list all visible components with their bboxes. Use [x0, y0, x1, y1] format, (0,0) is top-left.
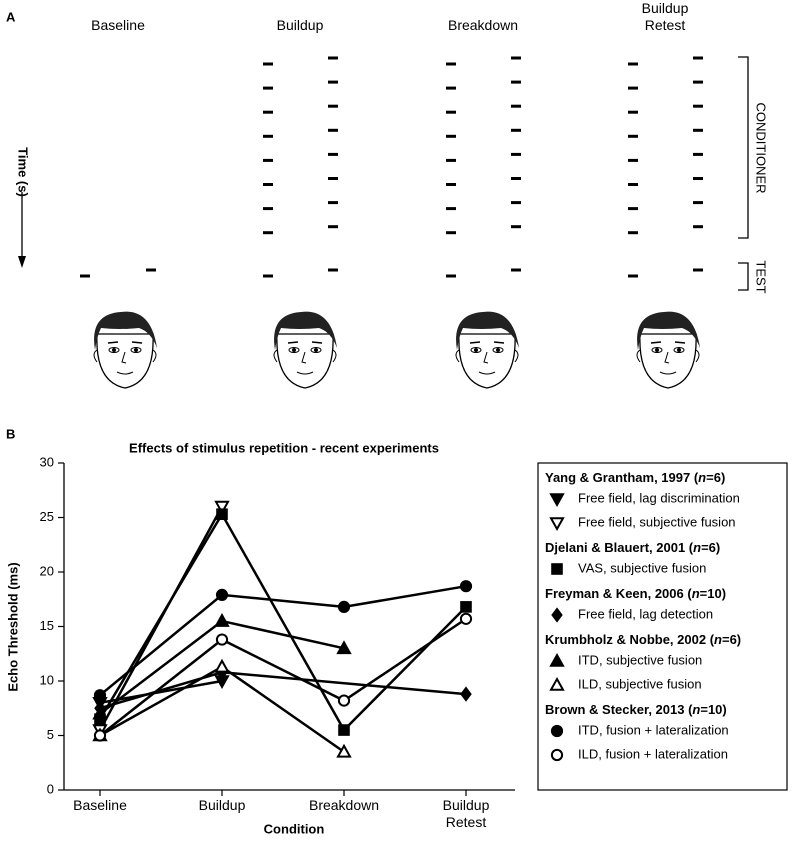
- data-point: [336, 743, 352, 758]
- bracket: [738, 56, 749, 239]
- head-icon: [636, 310, 701, 389]
- y-tick-label: 15: [40, 618, 54, 633]
- y-tick-label: 30: [40, 454, 54, 469]
- data-point: [338, 724, 350, 736]
- data-point: [337, 694, 351, 707]
- legend-title-part: Freyman & Keen, 2006 (: [545, 586, 692, 601]
- bracket: [738, 262, 749, 291]
- legend-title-part: Djelani & Blauert, 2001 (: [545, 540, 694, 555]
- y-tick-label: 5: [47, 727, 54, 742]
- data-point: [459, 580, 473, 593]
- data-point: [215, 588, 229, 601]
- y-tick-label: 0: [47, 781, 54, 796]
- legend-label: ILD, subjective fusion: [578, 676, 702, 691]
- legend-title-part: n: [698, 470, 706, 485]
- legend-marker: [551, 563, 563, 575]
- panel-label: A: [6, 9, 16, 24]
- head-icon: [93, 310, 158, 389]
- y-tick-label: 10: [40, 672, 54, 687]
- legend-title-part: n: [692, 586, 700, 601]
- condition-label: Breakdown: [447, 17, 519, 33]
- data-point: [214, 500, 230, 515]
- legend-group-title: Freyman & Keen, 2006 (n=10): [545, 586, 726, 601]
- data-point: [460, 601, 472, 613]
- data-point: [92, 705, 108, 720]
- legend-group-title: Yang & Grantham, 1997 (n=6): [545, 470, 725, 485]
- legend-label: ILD, fusion + lateralization: [578, 746, 728, 761]
- legend-title-part: =10): [700, 702, 726, 717]
- head-icon: [455, 310, 520, 389]
- legend-label: ITD, fusion + lateralization: [578, 722, 729, 737]
- time-arrowhead: [18, 256, 26, 268]
- data-point: [216, 508, 228, 521]
- conditioner-label: CONDITIONER: [754, 103, 769, 194]
- data-point: [460, 686, 472, 702]
- legend-marker: [550, 748, 564, 762]
- legend-title-part: Yang & Grantham, 1997 (: [545, 470, 699, 485]
- x-tick-label: Buildup Retest: [442, 797, 490, 830]
- series-line: [99, 671, 467, 710]
- legend-title-part: n: [692, 702, 700, 717]
- legend-marker: [550, 724, 564, 738]
- legend-label: Free field, lag detection: [578, 606, 713, 621]
- legend-title-part: =6): [706, 470, 725, 485]
- legend-title-part: =10): [700, 586, 726, 601]
- legend-title-part: Krumbholz & Nobbe, 2002 (: [545, 632, 715, 647]
- x-tick-label: Buildup: [198, 797, 246, 813]
- data-point: [336, 640, 352, 655]
- legend-group-title: Djelani & Blauert, 2001 (n=6): [545, 540, 720, 555]
- condition-label: Buildup Retest: [641, 0, 689, 33]
- condition-label: Baseline: [91, 17, 145, 33]
- data-point: [93, 689, 107, 702]
- y-tick-label: 25: [40, 509, 54, 524]
- test-label: TEST: [754, 260, 769, 293]
- time-label: Time (s): [16, 147, 31, 197]
- chart-title: Effects of stimulus repetition - recent …: [129, 440, 439, 455]
- legend-label: Free field, lag discrimination: [578, 490, 740, 505]
- data-point: [214, 612, 230, 627]
- condition-label: Buildup: [276, 17, 324, 33]
- legend-box: [537, 462, 788, 791]
- legend-title-part: n: [693, 540, 701, 555]
- x-tick-label: Breakdown: [308, 797, 380, 813]
- data-point: [337, 600, 351, 613]
- legend-marker: [549, 493, 565, 508]
- legend-group-title: Brown & Stecker, 2013 (n=10): [545, 702, 727, 717]
- panel-label: B: [6, 426, 15, 441]
- x-tick-label: Baseline: [73, 797, 127, 813]
- legend-marker: [549, 517, 565, 532]
- legend-marker: [549, 676, 565, 691]
- legend-label: VAS, subjective fusion: [578, 560, 706, 575]
- x-axis-label: Condition: [264, 821, 325, 836]
- head-icon: [273, 310, 338, 389]
- y-axis-label: Echo Threshold (ms): [5, 562, 20, 691]
- data-point: [93, 729, 107, 742]
- legend-group-title: Krumbholz & Nobbe, 2002 (n=6): [545, 632, 741, 647]
- legend-label: ITD, subjective fusion: [578, 652, 702, 667]
- legend-title-part: Brown & Stecker, 2013 (: [545, 702, 693, 717]
- legend-title-part: =6): [722, 632, 741, 647]
- data-point: [215, 633, 229, 646]
- data-point: [459, 612, 473, 625]
- legend-title-part: =6): [701, 540, 720, 555]
- legend-title-part: n: [714, 632, 722, 647]
- data-point: [214, 658, 230, 673]
- legend-label: Free field, subjective fusion: [578, 514, 736, 529]
- series-line: [99, 617, 467, 737]
- legend-marker: [549, 652, 565, 667]
- y-tick-label: 20: [40, 563, 54, 578]
- legend-marker: [551, 607, 563, 623]
- series-line: [99, 584, 467, 697]
- series-line: [98, 511, 467, 733]
